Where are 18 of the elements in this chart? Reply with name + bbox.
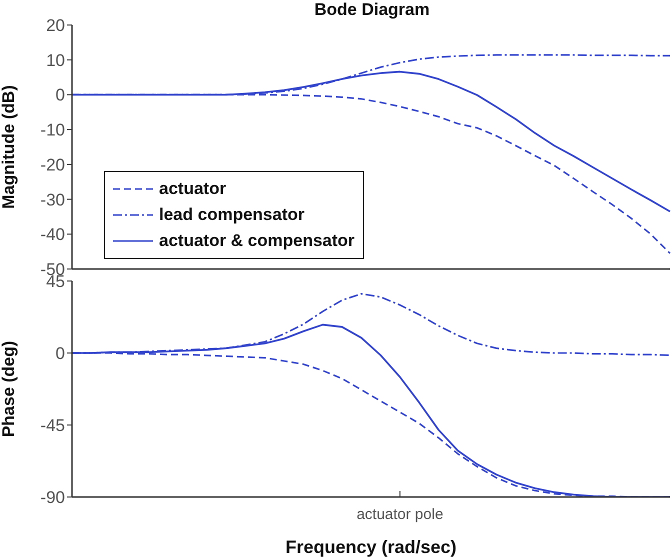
- chart-title: Bode Diagram: [313, 0, 431, 20]
- y-tick-label: -10: [40, 120, 65, 140]
- y-tick-label: -40: [40, 225, 65, 244]
- y-axis-title: Magnitude (dB): [0, 85, 18, 209]
- y-tick-label: 0: [56, 86, 65, 105]
- y-tick-label: 0: [56, 344, 65, 364]
- y-tick-label: -20: [40, 155, 65, 174]
- y-axis-title: Phase (deg): [0, 340, 18, 438]
- legend-label: actuator & compensator: [159, 231, 355, 251]
- y-tick-label: -30: [40, 190, 65, 210]
- x-tick-label: actuator pole: [356, 506, 444, 523]
- y-tick-label: 20: [46, 16, 65, 36]
- y-tick-label: 10: [46, 50, 65, 70]
- legend-label: actuator: [159, 179, 226, 199]
- y-tick-label: -90: [40, 488, 65, 508]
- x-axis-title: Frequency (rad/sec): [285, 537, 457, 557]
- y-tick-label: -45: [40, 416, 65, 436]
- legend-label: lead compensator: [159, 205, 304, 225]
